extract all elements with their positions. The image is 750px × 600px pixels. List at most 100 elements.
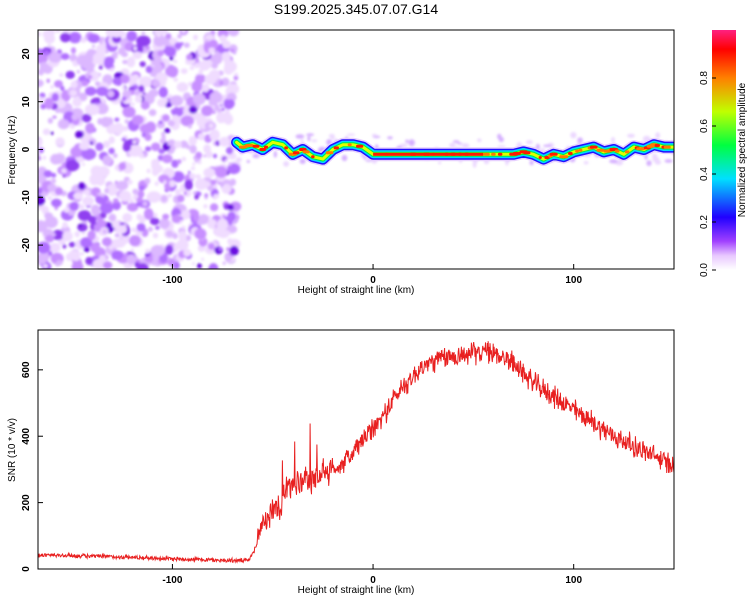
noise-speck (199, 72, 203, 75)
noise-speck (97, 51, 105, 60)
noise-speck (192, 191, 197, 195)
noise-speck (173, 77, 179, 82)
noise-speck (216, 111, 227, 124)
noise-speck (126, 30, 138, 42)
noise-speck (141, 31, 146, 35)
noise-speck (121, 51, 128, 58)
noise-speck (399, 143, 408, 148)
noise-speck (79, 142, 90, 151)
noise-speck (132, 114, 144, 126)
noise-speck (38, 195, 45, 206)
noise-speck (180, 115, 194, 127)
noise-speck (153, 35, 166, 47)
noise-speck (188, 81, 192, 87)
noise-speck (68, 210, 75, 216)
noise-speck (42, 128, 51, 136)
noise-speck (55, 137, 65, 146)
noise-speck (311, 139, 318, 143)
colorbar-gradient (712, 30, 736, 270)
noise-speck (72, 97, 82, 107)
noise-speck (130, 102, 135, 106)
noise-speck (47, 117, 54, 124)
noise-speck (114, 233, 120, 238)
noise-speck (171, 159, 179, 168)
noise-speck (63, 207, 70, 213)
x-tick-label: 0 (370, 575, 376, 586)
noise-speck (60, 85, 65, 91)
noise-speck (177, 194, 185, 203)
noise-speck (81, 231, 86, 235)
spectrogram-heatmap (38, 30, 674, 269)
noise-speck (68, 250, 81, 260)
noise-speck (207, 185, 214, 192)
noise-speck (85, 122, 95, 134)
noise-speck (59, 73, 64, 77)
noise-speck (90, 242, 101, 253)
noise-speck (141, 132, 146, 138)
noise-speck (158, 174, 170, 184)
noise-speck (183, 191, 187, 196)
noise-speck (65, 70, 75, 79)
noise-speck (183, 249, 192, 257)
noise-speck (205, 150, 213, 159)
noise-speck (118, 162, 127, 171)
noise-speck (186, 53, 193, 61)
noise-speck (80, 80, 89, 87)
noise-speck (54, 187, 63, 196)
noise-speck (171, 214, 182, 224)
noise-speck (216, 107, 223, 114)
noise-speck (212, 110, 216, 114)
noise-speck (44, 50, 49, 56)
noise-speck (124, 119, 129, 124)
noise-speck (44, 212, 53, 220)
noise-speck (119, 190, 132, 202)
x-tick-label: 0 (370, 275, 376, 286)
noise-speck (172, 59, 178, 64)
noise-speck (78, 223, 82, 228)
noise-speck (167, 193, 173, 198)
noise-speck (91, 204, 100, 216)
noise-speck (176, 159, 182, 165)
noise-speck (195, 174, 201, 179)
noise-speck (58, 154, 66, 163)
noise-speck (307, 135, 311, 142)
noise-speck (146, 191, 162, 203)
colorbar-tick-label: 0.4 (699, 167, 710, 181)
spectrogram-y-axis: 20 10 0 -10 -20 (21, 48, 43, 252)
noise-speck (655, 132, 661, 139)
noise-speckle (38, 30, 674, 269)
noise-speck (70, 146, 84, 158)
noise-speck (137, 190, 145, 199)
noise-speck (42, 155, 47, 160)
noise-speck (197, 133, 205, 141)
noise-speck (144, 133, 152, 141)
noise-speck (85, 86, 97, 96)
noise-speck (78, 182, 86, 190)
noise-speck (131, 227, 136, 232)
noise-speck (438, 161, 442, 165)
noise-speck (525, 140, 533, 145)
noise-speck (195, 151, 203, 159)
ridge-hotspot (483, 152, 490, 156)
noise-speck (43, 264, 48, 269)
noise-speck (181, 156, 187, 162)
noise-speck (209, 129, 220, 141)
ridge-hotspot (559, 155, 569, 159)
noise-speck (87, 230, 96, 241)
noise-speck (196, 118, 206, 127)
noise-speck (147, 226, 153, 232)
noise-speck (151, 142, 161, 152)
colorbar-tick-label: 0.6 (699, 119, 710, 133)
noise-speck (121, 125, 129, 132)
ridge-hotspot (636, 147, 645, 151)
noise-speck (113, 122, 124, 135)
noise-speck (188, 124, 192, 129)
noise-speck (100, 194, 105, 198)
colorbar-tick-label: 0.8 (699, 71, 710, 85)
noise-speck (50, 84, 54, 89)
ridge-hotspot (284, 146, 288, 150)
noise-speck (157, 50, 164, 57)
noise-speck (55, 98, 66, 109)
noise-speck (207, 219, 218, 229)
noise-speck (96, 166, 110, 178)
